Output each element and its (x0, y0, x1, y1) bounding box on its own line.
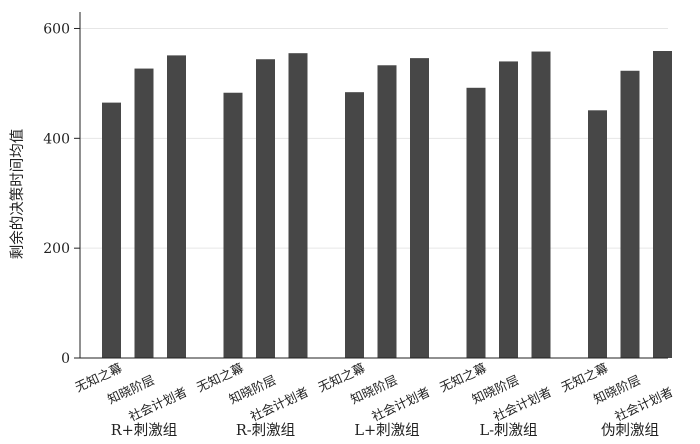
bar-g1-2 (134, 68, 154, 359)
group-label-2: R-刺激组 (236, 422, 295, 439)
y-axis-title: 剩余的决策时间均值 (8, 129, 26, 260)
y-tick-label-200: 200 (43, 241, 70, 257)
y-tick-label-600: 600 (43, 21, 70, 37)
bars (102, 50, 672, 359)
bar-g1-1 (102, 102, 121, 358)
bar-g3-3 (410, 58, 429, 359)
group-label-1: R+刺激组 (111, 422, 178, 439)
group-label-3: L+刺激组 (354, 422, 419, 439)
bar-g5-3 (653, 50, 672, 358)
bar-g4-2 (499, 61, 518, 359)
group-label-4: L-刺激组 (479, 422, 537, 439)
axes: 0 200 400 600 (43, 12, 668, 367)
bar-g2-1 (223, 92, 243, 358)
bar-g2-3 (288, 53, 308, 358)
bar-g3-1 (345, 92, 364, 358)
bar-g3-2 (377, 65, 397, 359)
y-tick-label-400: 400 (43, 131, 70, 147)
bar-g4-1 (466, 87, 486, 359)
bar-g5-2 (620, 70, 640, 358)
bar-g2-2 (256, 59, 275, 358)
bar-g1-3 (167, 55, 186, 359)
bar-g5-1 (588, 110, 607, 358)
y-tick-label-0: 0 (61, 351, 70, 367)
group-label-5: 伪刺激组 (601, 422, 659, 439)
bar-g4-3 (531, 51, 551, 359)
labels: 无知之幕知晓阶层社会计划者R+刺激组无知之幕知晓阶层社会计划者R-刺激组无知之幕… (73, 360, 676, 439)
